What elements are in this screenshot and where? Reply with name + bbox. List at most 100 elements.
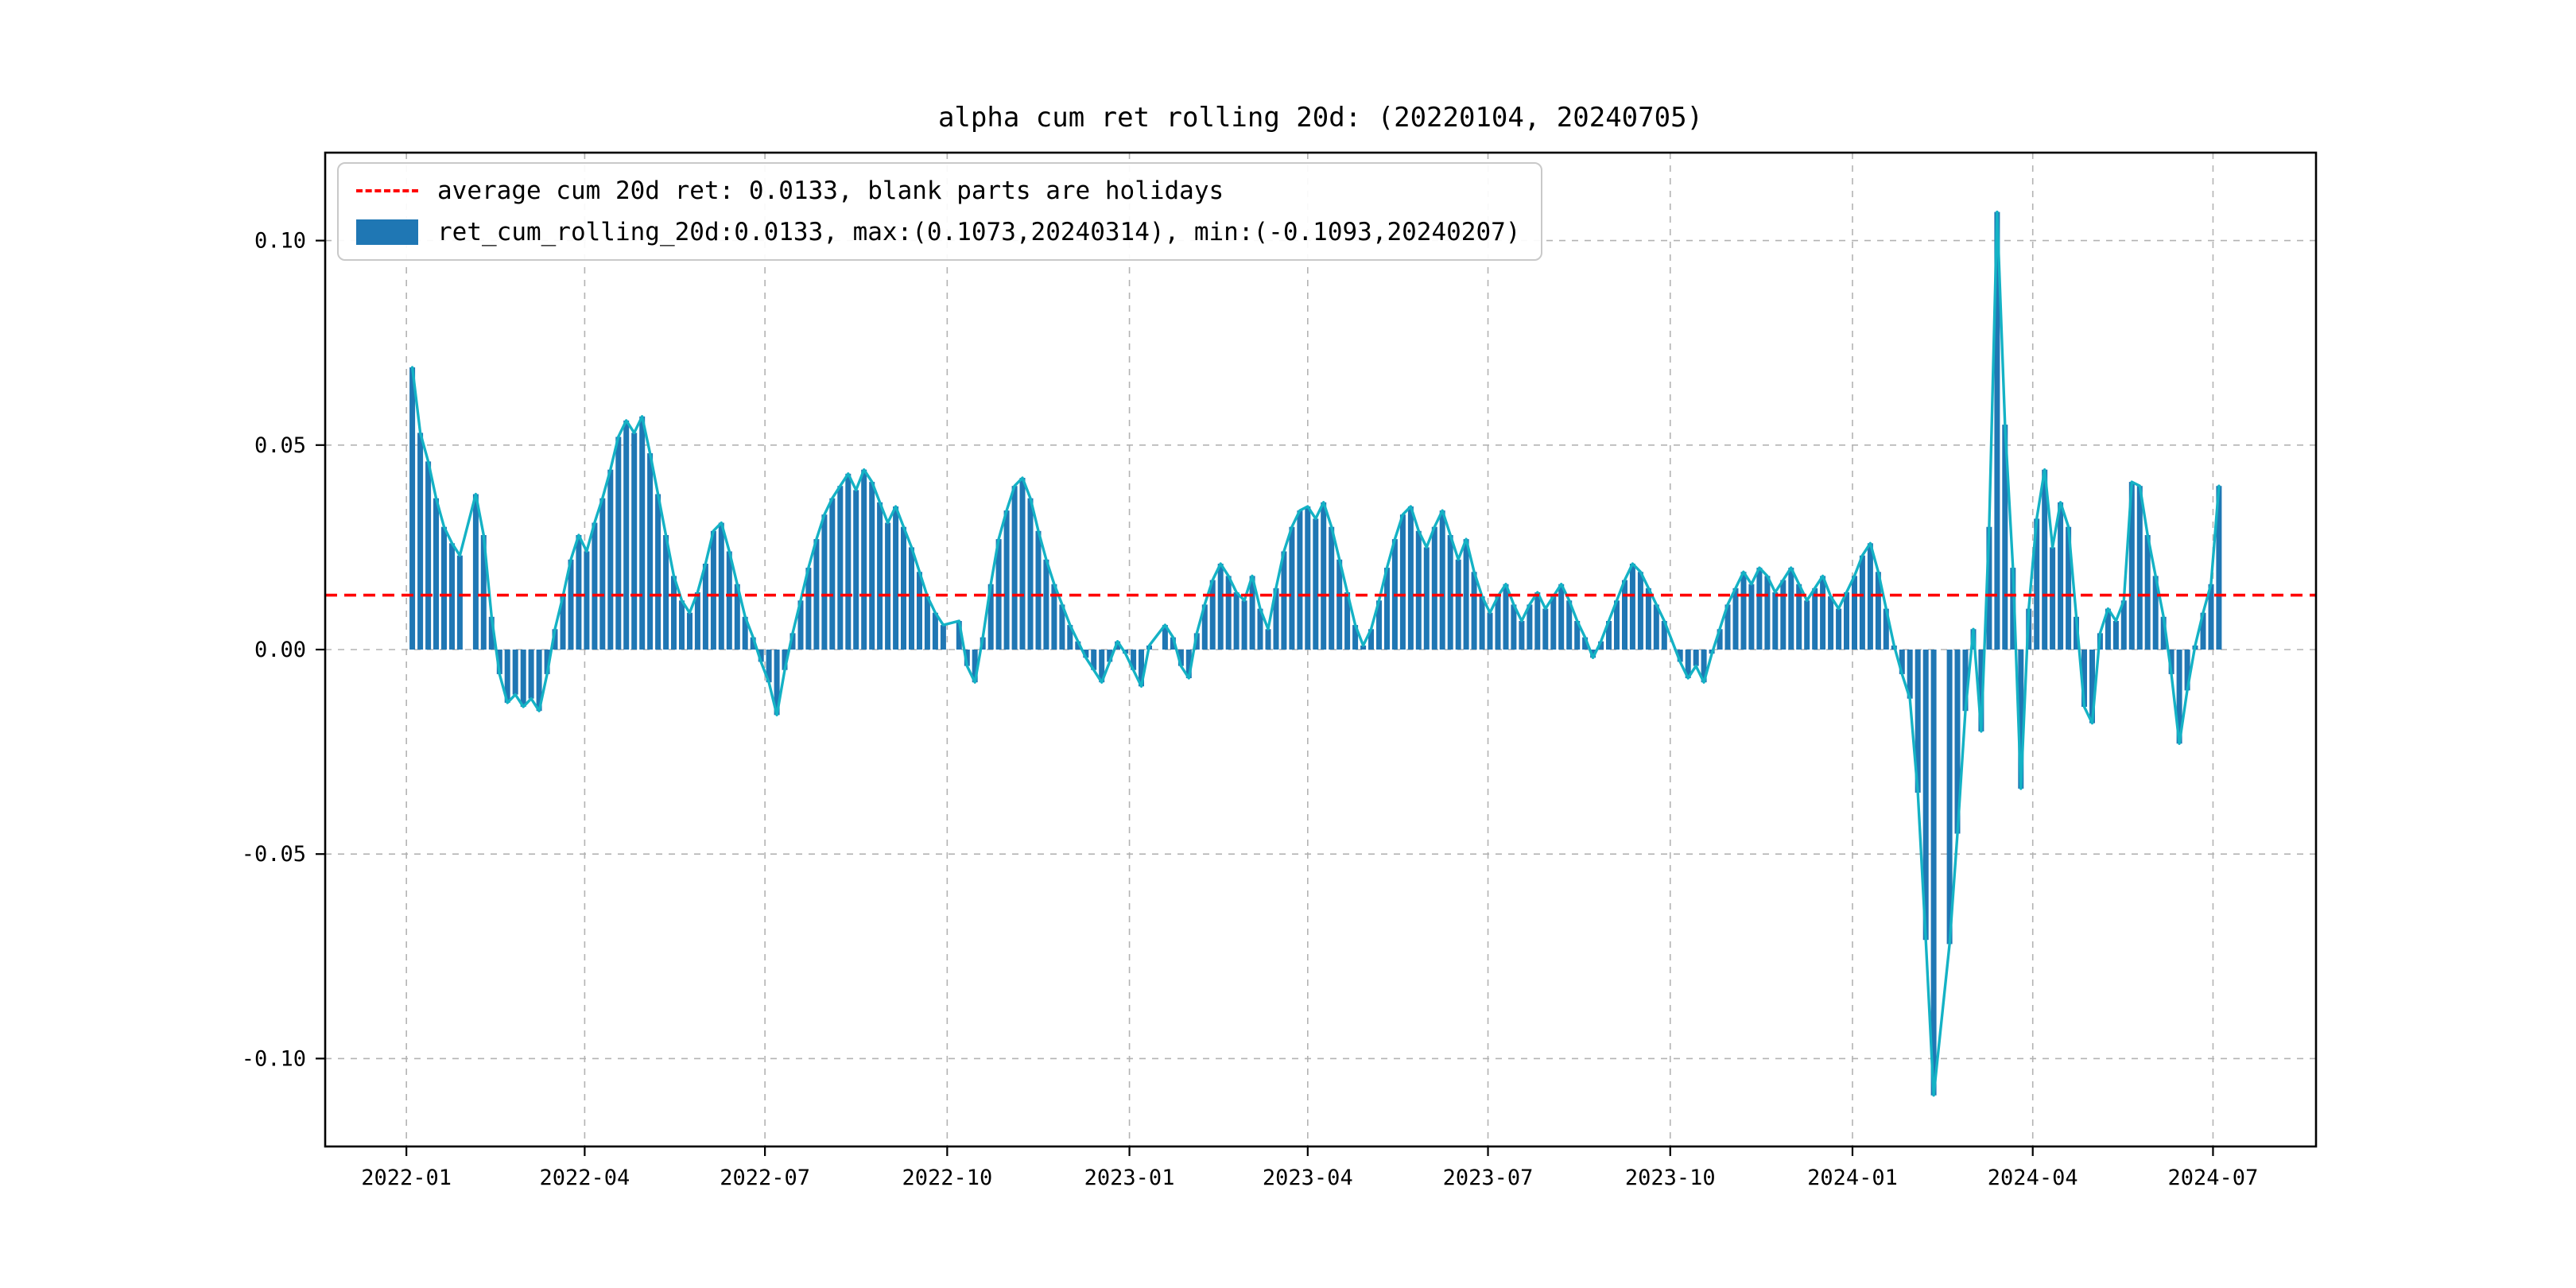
value-bar [592,522,598,650]
value-bar [2160,616,2167,650]
value-bar [750,637,756,650]
value-bar [1519,621,1525,650]
value-bar [1796,584,1802,650]
value-bar [821,514,828,650]
value-bar [2216,486,2222,650]
value-bar [766,650,772,683]
value-bar [1297,510,1303,650]
value-bar [488,616,495,650]
value-bar [734,584,740,650]
value-bar [1812,588,1818,650]
value-bar [1471,572,1477,650]
value-bar [1511,604,1517,650]
value-bar [1629,564,1635,650]
value-bar [1756,568,1763,650]
dashed-line-sample-icon [356,189,418,192]
value-bar [702,564,708,650]
value-bar [2208,584,2214,650]
value-bar [1859,555,1865,650]
value-bar [2089,650,2095,724]
value-bar [1225,576,1232,650]
value-bar [2120,600,2127,650]
value-bar [972,650,978,683]
value-bar [1352,625,1359,650]
value-bar [560,596,566,650]
value-bar [1241,600,1247,650]
value-bar [1043,559,1049,650]
value-bar [425,461,432,650]
value-bar [1590,650,1596,658]
value-bar [1336,559,1343,650]
value-bar [845,473,852,650]
value-bar [1003,510,1010,650]
value-bar [1201,604,1208,650]
value-bar [1606,621,1612,650]
value-bar [449,543,455,650]
value-bar [1907,650,1913,699]
value-bar [1360,645,1367,650]
value-bar [861,469,867,650]
value-bar [1836,608,1842,650]
value-bar [2144,535,2151,650]
x-tick-label: 2023-10 [1625,1166,1716,1190]
value-bar [1067,625,1073,650]
value-bar [552,629,558,650]
value-bar [1139,650,1144,687]
value-bar [758,650,764,662]
value-bar [1582,637,1589,650]
value-bar [853,490,859,650]
axes-spines [324,151,2318,1148]
x-tick-label: 2022-07 [720,1166,810,1190]
value-bar [1867,543,1873,650]
value-bar [2168,650,2174,674]
value-bar [480,535,487,650]
value-bar [1772,592,1779,650]
value-bar [544,650,550,674]
value-bar [909,547,914,650]
value-bar [1780,580,1787,650]
value-bar [1463,539,1469,650]
value-bar [1598,641,1604,650]
legend-item-average: average cum 20d ret: 0.0133, blank parts… [356,177,1520,205]
value-bar [623,420,630,650]
value-bar [433,498,439,650]
value-bar [1407,506,1414,650]
value-bar [2074,616,2079,650]
value-bar [1661,621,1667,650]
value-bar [2034,518,2040,650]
value-bar [1527,604,1533,650]
value-bar [1313,518,1319,650]
value-bar [1986,526,1992,650]
value-bar [789,633,796,650]
value-bar [1962,650,1969,712]
value-bar [774,650,780,716]
value-bar [1899,650,1905,674]
value-bar [1193,633,1200,650]
value-bar [584,551,590,650]
value-bar [1550,596,1557,650]
y-tick-label: -0.05 [242,842,306,867]
value-bar [576,535,582,650]
value-bar [1329,526,1335,650]
x-tick-label: 2023-04 [1263,1166,1353,1190]
value-bar [1233,592,1240,650]
value-bar [1685,650,1691,678]
value-bar [504,650,510,703]
legend-item-series: ret_cum_rolling_20d:0.0133, max:(0.1073,… [356,218,1520,246]
value-bar [813,539,820,650]
value-bar [1820,576,1826,650]
value-bar [1622,580,1627,650]
value-bar [647,453,654,650]
chart-legend: average cum 20d ret: 0.0133, blank parts… [337,162,1543,261]
value-bar [987,584,994,650]
value-bar [1915,650,1921,793]
value-bar [901,526,906,650]
value-bar [837,486,844,650]
value-bar [568,559,574,650]
value-bar [1479,596,1485,650]
bar-swatch-icon [356,219,418,245]
value-bar [782,650,788,670]
value-bar [1558,584,1565,650]
value-bar [1677,650,1683,662]
